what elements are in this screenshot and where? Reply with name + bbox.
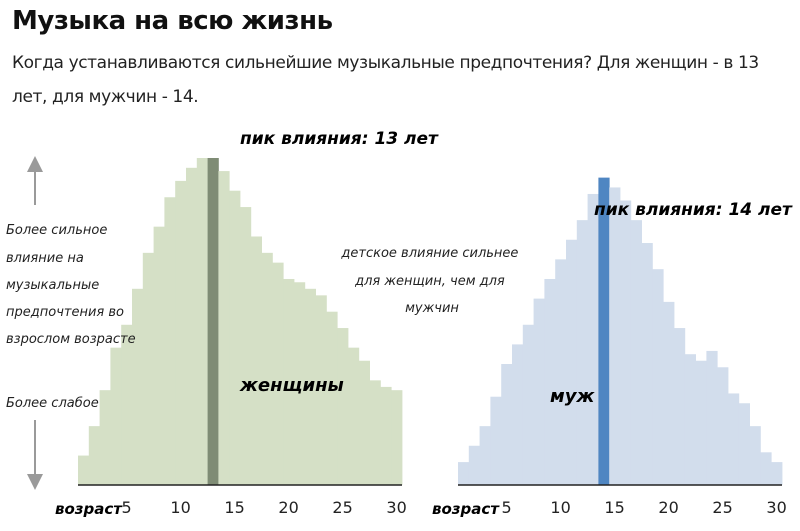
men-bar-age-30 (771, 462, 783, 485)
men-x-tick-30: 30 (766, 498, 786, 517)
women-bar-age-27 (358, 360, 370, 485)
men-bar-age-15 (609, 187, 621, 485)
men-bar-age-7 (522, 324, 534, 485)
women-series-label: женщины (239, 375, 344, 396)
men-bar-age-9 (544, 278, 556, 485)
women-bar-age-23 (315, 295, 327, 485)
women-x-axis-label: возраст (55, 500, 123, 518)
women-peak-label: пик влияния: 13 лет (240, 129, 439, 149)
women-bar-age-20 (283, 278, 295, 485)
women-x-tick-25: 25 (332, 498, 352, 517)
men-bar-age-11 (566, 239, 578, 485)
women-bar-age-2 (88, 426, 100, 485)
men-x-tick-25: 25 (712, 498, 732, 517)
men-bar-age-6 (512, 344, 524, 485)
women-bar-age-14 (218, 171, 230, 485)
women-bar-age-21 (294, 282, 306, 485)
men-peak-label: пик влияния: 14 лет (594, 200, 793, 220)
men-bar-age-27 (738, 403, 750, 485)
men-bar-age-3 (479, 426, 491, 485)
women-bar-age-12 (196, 158, 208, 485)
page-subtitle: Когда устанавливаются сильнейшие музыкал… (12, 53, 759, 107)
men-x-axis-label: возраст (432, 500, 500, 518)
men-bar-age-8 (533, 298, 545, 485)
women-bar-age-17 (250, 236, 262, 485)
women-bar-age-4 (110, 347, 122, 485)
women-bar-age-9 (164, 197, 176, 486)
women-bar-age-28 (369, 380, 381, 485)
women-bar-age-10 (175, 180, 187, 485)
men-bar-age-24 (706, 350, 718, 485)
men-bar-age-5 (501, 364, 513, 485)
women-bar-age-8 (153, 226, 165, 486)
women-bar-age-16 (240, 207, 252, 486)
men-bar-age-22 (684, 354, 696, 485)
women-x-tick-20: 20 (278, 498, 298, 517)
men-bar-age-20 (663, 301, 675, 485)
men-x-tick-20: 20 (658, 498, 678, 517)
annotation-text: детское влияние сильнее для женщин, чем … (340, 246, 522, 316)
women-bar-age-19 (272, 262, 284, 485)
men-bar-age-25 (717, 367, 729, 485)
men-bar-age-23 (695, 360, 707, 485)
men-bar-age-17 (630, 220, 642, 485)
men-bar-age-16 (620, 200, 632, 485)
women-bar-age-29 (380, 386, 392, 485)
women-bar-age-25 (337, 328, 349, 485)
page-title: Музыка на всю жизнь (12, 6, 333, 36)
women-x-tick-15: 15 (224, 498, 244, 517)
women-bar-age-15 (229, 190, 241, 485)
women-bar-age-18 (261, 252, 273, 485)
women-bar-age-3 (99, 390, 111, 485)
women-x-tick-10: 10 (170, 498, 190, 517)
women-x-tick-30: 30 (386, 498, 406, 517)
men-bar-age-13 (587, 193, 599, 485)
women-bar-age-30 (391, 390, 403, 485)
stronger-label: Более сильное влияние на музыкальные пре… (6, 223, 136, 347)
men-series-label: муж (550, 386, 595, 407)
women-bar-age-6 (132, 288, 144, 485)
men-x-tick-15: 15 (604, 498, 624, 517)
women-x-ticks: 5 10 15 20 25 30 (122, 498, 407, 517)
men-bars (458, 177, 783, 485)
women-bar-age-24 (326, 311, 338, 485)
men-bar-age-10 (555, 259, 567, 485)
men-bar-age-19 (652, 269, 664, 485)
men-bar-age-18 (641, 243, 653, 485)
women-bars (78, 158, 403, 486)
men-bar-age-4 (490, 396, 502, 485)
men-bar-age-1 (458, 462, 470, 485)
women-bar-age-7 (142, 252, 154, 485)
men-x-ticks: 5 10 15 20 25 30 (502, 498, 787, 517)
women-bar-age-5 (121, 324, 133, 485)
women-bar-age-1 (78, 455, 90, 485)
men-bar-age-14 (598, 177, 610, 485)
men-bar-age-21 (674, 328, 686, 485)
women-bar-age-11 (186, 167, 198, 485)
women-x-tick-5: 5 (122, 498, 132, 517)
men-bar-age-28 (749, 426, 761, 485)
men-x-tick-5: 5 (502, 498, 512, 517)
men-bar-age-2 (468, 445, 480, 485)
women-bar-age-13 (207, 158, 219, 485)
women-bar-age-26 (348, 347, 360, 485)
men-bar-age-12 (576, 220, 588, 485)
women-bar-age-22 (304, 288, 316, 485)
men-bar-age-29 (760, 452, 772, 485)
men-x-tick-10: 10 (550, 498, 570, 517)
weaker-label: Более слабое (6, 396, 99, 411)
men-bar-age-26 (728, 393, 740, 485)
